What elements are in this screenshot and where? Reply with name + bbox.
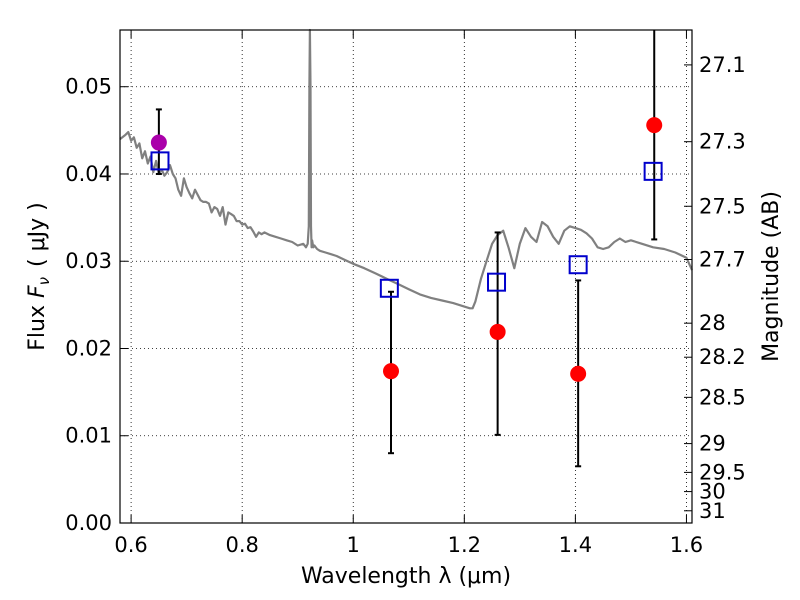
right-tick-label: 28.2: [699, 345, 746, 369]
y-label-prefix: Flux: [25, 298, 50, 351]
x-tick-label: 1.6: [670, 533, 703, 557]
model-photometry-point: [379, 278, 399, 298]
y-label-subscript: ν: [35, 277, 53, 285]
plot-frame: [119, 29, 693, 524]
x-tick-label: 0.6: [114, 533, 147, 557]
observed-point: [570, 365, 587, 382]
right-tick-label: 27.7: [699, 247, 746, 271]
y-tick-label: 0.00: [65, 511, 112, 535]
right-tick-label: 31: [699, 499, 726, 523]
y-axis-label-right: Magnitude (AB): [759, 191, 784, 362]
right-tick-label: 29.5: [699, 460, 746, 484]
x-tick-label: 1.2: [448, 533, 481, 557]
x-axis-label: Wavelength λ (μm): [301, 564, 511, 589]
right-tick-label: 30: [699, 480, 726, 504]
y-label-variable: F: [25, 285, 50, 298]
model-photometry-point: [568, 255, 588, 275]
y-tick-label: 0.04: [65, 162, 112, 186]
right-tick-label: 27.1: [699, 53, 746, 77]
right-tick-label: 27.3: [699, 130, 746, 154]
model-photometry-point: [150, 151, 170, 171]
right-tick-label: 29: [699, 432, 726, 456]
right-tick-label: 28: [699, 311, 726, 335]
y-axis-label-left: Flux Fν ( μJy ): [25, 202, 53, 350]
model-sed-line: [119, 28, 694, 310]
y-tick-label: 0.02: [65, 336, 112, 360]
y-tick-label: 0.03: [65, 249, 112, 273]
x-tick-label: 1: [347, 533, 360, 557]
right-tick-label: 28.5: [699, 385, 746, 409]
y-tick-label: 0.05: [65, 75, 112, 99]
ticks-layer: 0.6 0.8 1 1.2 1.4 1.6 0.00 0.01 0.02 0.03 0.04 0.05…: [65, 30, 746, 557]
data-points-layer: [150, 117, 663, 382]
model-photometry-point: [643, 161, 663, 181]
observed-point: [646, 117, 663, 134]
model-sed-layer: [119, 28, 694, 310]
y-label-unit: ( μJy ): [25, 202, 50, 267]
grid-lines: [120, 30, 692, 523]
x-tick-label: 0.8: [225, 533, 258, 557]
observed-point: [383, 363, 400, 380]
model-photometry-point: [487, 272, 507, 292]
x-tick-label: 1.4: [559, 533, 592, 557]
right-tick-label: 27.5: [699, 194, 746, 218]
error-bars-layer: [155, 30, 658, 468]
observed-point: [150, 134, 167, 151]
observed-point: [489, 323, 506, 340]
y-tick-label: 0.01: [65, 424, 112, 448]
